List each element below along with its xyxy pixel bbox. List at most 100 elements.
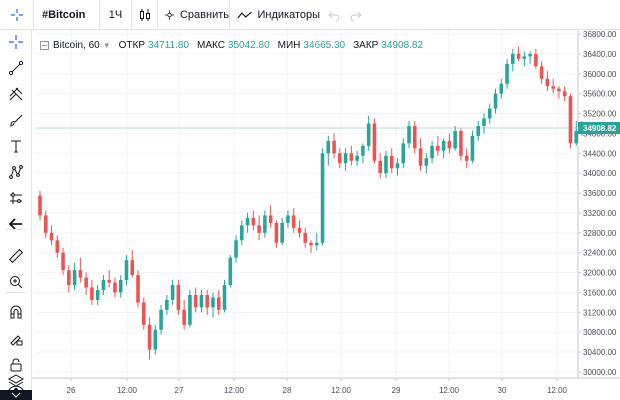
chart-legend: Bitcoin, 60 ▼ ОТКР 34711.80 МАКС 35042.8… xyxy=(40,38,423,52)
candle-body xyxy=(38,195,42,216)
candle-body xyxy=(245,217,250,226)
toolbar-divider xyxy=(6,292,26,293)
legend-close-label: ЗАКР xyxy=(353,39,379,51)
candle-body xyxy=(84,277,88,288)
candle-body xyxy=(49,232,54,241)
zoom-tool-button[interactable] xyxy=(0,270,31,294)
candle-body xyxy=(545,78,550,87)
candle-body xyxy=(534,53,538,67)
candle-body xyxy=(78,270,83,278)
candle-body xyxy=(228,257,233,286)
toolbar-divider xyxy=(6,229,26,230)
candle-body xyxy=(297,227,302,233)
candle-body xyxy=(240,225,244,241)
candle-body xyxy=(326,140,331,154)
candle-body xyxy=(141,302,146,325)
y-tick-label: 34000.00 xyxy=(583,169,617,178)
candle-body xyxy=(303,232,308,243)
x-tick-label: 27 xyxy=(175,386,184,395)
top-toolbar: #Bitcoin 1Ч Сравнить Индикаторы xyxy=(0,0,620,30)
trend-line-tool-button[interactable] xyxy=(0,56,31,80)
compare-label: Сравнить xyxy=(179,8,229,21)
candle-body xyxy=(263,215,267,233)
candle-body xyxy=(470,135,475,161)
ruler-icon xyxy=(8,248,23,264)
x-tick-label: 12:00 xyxy=(117,386,138,395)
ruler-tool-button[interactable] xyxy=(0,244,31,268)
magnet-tool-button[interactable] xyxy=(0,301,31,325)
y-tick-label: 31600.00 xyxy=(583,288,617,297)
interval-button[interactable]: 1Ч xyxy=(100,0,132,30)
symbol-label: #Bitcoin xyxy=(42,8,86,21)
candle-body xyxy=(251,217,256,226)
layers-button[interactable] xyxy=(0,372,31,390)
x-tick-label: 28 xyxy=(283,386,292,395)
unlock-button[interactable] xyxy=(0,353,31,377)
candle-body xyxy=(418,148,423,166)
crosshair-tool-button[interactable] xyxy=(0,30,31,54)
pattern-tool-button[interactable] xyxy=(0,160,31,184)
candle-body xyxy=(314,242,319,246)
y-tick-label: 32000.00 xyxy=(583,269,617,278)
candle-body xyxy=(562,91,567,97)
chart-pane[interactable]: 36800.00 36400.00 36000.00 35600.00 35200.00… xyxy=(32,30,620,400)
x-tick-label: 12:00 xyxy=(439,386,460,395)
symbol-search-button[interactable]: #Bitcoin xyxy=(34,0,100,30)
candle-body xyxy=(395,163,400,169)
text-icon xyxy=(10,140,21,153)
last-price-label: 34908.82 xyxy=(583,124,617,133)
x-tick-label: 30 xyxy=(498,386,507,395)
candle-body xyxy=(378,160,382,174)
candle-body xyxy=(401,143,406,164)
indicators-label: Индикаторы xyxy=(257,8,320,21)
candle-body xyxy=(153,329,158,350)
candle-body xyxy=(193,294,198,308)
candle-body xyxy=(159,309,163,330)
candle-body xyxy=(113,282,117,293)
legend-high-value: 35042.80 xyxy=(227,39,270,51)
candle-body xyxy=(372,123,377,161)
pitchfork-tool-button[interactable] xyxy=(0,82,31,106)
brush-tool-button[interactable] xyxy=(0,108,31,132)
candle-body xyxy=(165,299,169,310)
projection-tool-button[interactable] xyxy=(0,186,31,210)
y-tick-label: 34400.00 xyxy=(583,149,617,158)
text-tool-button[interactable] xyxy=(0,134,31,158)
caret-down-icon[interactable]: ▼ xyxy=(102,40,111,50)
candle-body xyxy=(268,215,273,223)
candle-body xyxy=(199,294,204,308)
indicators-button[interactable]: Индикаторы xyxy=(230,0,320,30)
candle-body xyxy=(176,285,181,310)
candle-body xyxy=(72,270,77,286)
collapse-toolbar-button[interactable] xyxy=(0,390,32,400)
compare-button[interactable]: Сравнить xyxy=(158,0,230,30)
candle-body xyxy=(436,145,440,151)
candle-body xyxy=(453,130,457,149)
lock-drawing-icon xyxy=(9,335,22,346)
undo-icon[interactable] xyxy=(328,9,340,21)
legend-collapse-icon[interactable] xyxy=(40,40,49,50)
lock-drawing-button[interactable] xyxy=(0,327,31,351)
candle-body xyxy=(528,53,532,57)
legend-close-value: 34908.82 xyxy=(381,39,424,51)
candle-body xyxy=(557,88,561,92)
candle-body xyxy=(568,96,573,144)
chart-style-button[interactable] xyxy=(132,0,158,30)
legend-symbol[interactable]: Bitcoin, 60 xyxy=(53,39,100,51)
candle-body xyxy=(476,125,481,136)
candle-body xyxy=(430,145,434,159)
remove-drawings-button[interactable] xyxy=(0,212,31,236)
brush-icon xyxy=(9,114,22,127)
redo-icon[interactable] xyxy=(350,9,362,21)
y-tick-label: 36400.00 xyxy=(583,50,617,59)
candle-body xyxy=(211,297,215,308)
x-tick-label: 12:00 xyxy=(224,386,245,395)
pattern-icon xyxy=(8,165,23,179)
y-tick-label: 30800.00 xyxy=(583,328,617,337)
candle-body xyxy=(412,125,417,149)
crosshair-menu-button[interactable] xyxy=(0,0,34,30)
price-chart[interactable]: 36800.00 36400.00 36000.00 35600.00 35200.00… xyxy=(32,30,620,400)
back-arrow-icon xyxy=(8,218,22,230)
y-tick-label: 30000.00 xyxy=(583,368,617,377)
candle-body xyxy=(216,297,221,310)
